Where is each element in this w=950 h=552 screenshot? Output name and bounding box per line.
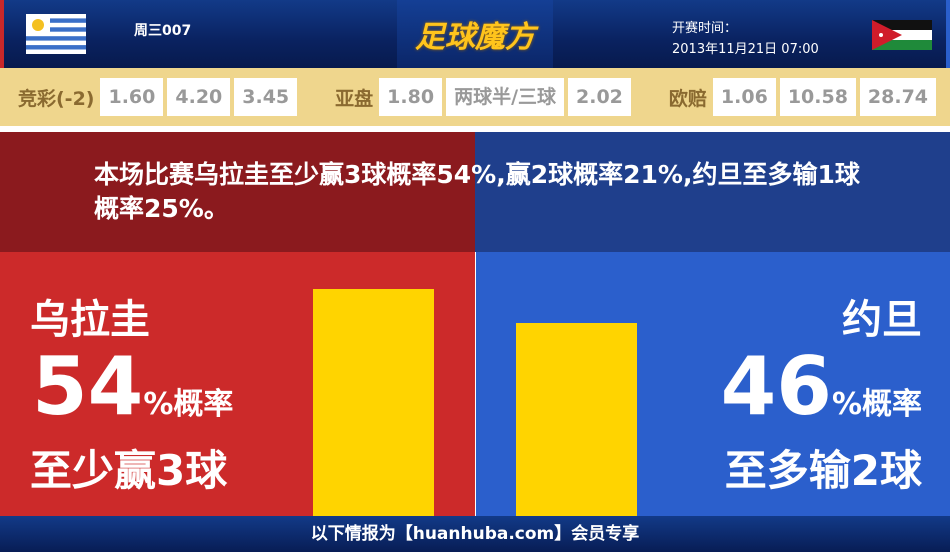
home-desc: 至少赢3球 [30, 446, 228, 495]
prediction-text: 本场比赛乌拉圭至少赢3球概率54%,赢2球概率21%,约旦至多输1球概率25%。 [94, 160, 860, 223]
jingcai-label: 竞彩(-2) [18, 87, 95, 110]
odds-value: 2.02 [568, 78, 631, 116]
kickoff-time: 2013年11月21日 07:00 [672, 42, 819, 57]
odds-value: 1.06 [712, 78, 776, 116]
yapan-label: 亚盘 [335, 87, 374, 110]
odds-bar: 竞彩(-2) 1.60 4.20 3.45 亚盘 1.80 两球半/三球 2.0… [0, 68, 950, 126]
home-percent-value: 54 [32, 340, 144, 433]
odds-value: 1.80 [379, 78, 443, 116]
divider [0, 126, 950, 132]
home-team-name: 乌拉圭 [30, 297, 150, 343]
uruguay-flag-icon [26, 14, 86, 54]
match-number: 周三007 [134, 23, 192, 39]
odds-value: 两球半/三球 [446, 78, 565, 116]
home-percent-suffix: %概率 [143, 387, 234, 422]
odds-value: 4.20 [167, 78, 231, 116]
home-panel: 乌拉圭 54%概率 至少赢3球 [0, 252, 475, 516]
header: 周三007 足球魔方 开赛时间： 2013年11月21日 07:00 [0, 0, 950, 68]
odds-value: 10.58 [779, 78, 856, 116]
home-probability-bar [313, 289, 434, 516]
away-panel: 约旦 46%概率 至多输2球 [476, 252, 950, 516]
away-percent: 46%概率 [721, 340, 922, 433]
away-desc: 至多输2球 [724, 446, 922, 495]
member-footer[interactable]: 以下情报为【huanhuba.com】会员专享 [0, 516, 950, 552]
odds-value: 3.45 [234, 78, 298, 116]
away-percent-value: 46 [720, 340, 832, 433]
away-probability-bar [516, 322, 637, 516]
oupei-label: 欧赔 [668, 87, 707, 110]
odds-value: 1.60 [100, 78, 164, 116]
away-percent-suffix: %概率 [831, 387, 922, 422]
home-percent: 54%概率 [32, 340, 233, 433]
jordan-flag-icon [872, 20, 932, 50]
logo: 足球魔方 [397, 0, 553, 68]
prediction-banner: 本场比赛乌拉圭至少赢3球概率54%,赢2球概率21%,约旦至多输1球概率25%。 [0, 132, 950, 252]
kickoff-label: 开赛时间： [672, 21, 738, 36]
away-team-name: 约旦 [842, 297, 922, 343]
odds-value: 28.74 [859, 78, 937, 116]
